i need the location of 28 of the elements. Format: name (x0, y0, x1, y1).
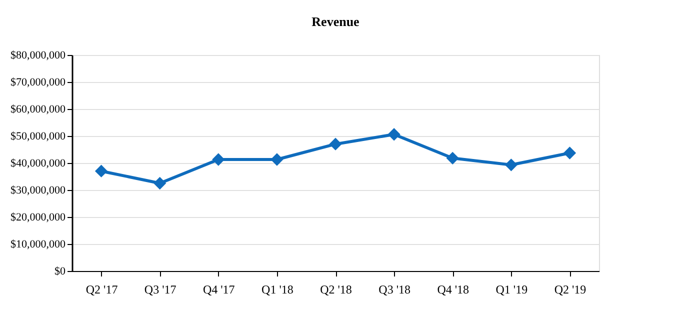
x-tick-label: Q4 '17 (202, 282, 235, 296)
point (504, 158, 518, 172)
x-tick-label: Q2 '19 (554, 282, 586, 296)
point (154, 176, 166, 190)
y-tick-label: $10,000,000 (10, 238, 66, 250)
x-tick-label: Q3 '18 (378, 282, 410, 296)
point (446, 152, 459, 164)
x-tick-label: Q1 '19 (496, 282, 528, 296)
point (388, 128, 400, 141)
y-tick-label: $60,000,000 (10, 104, 66, 116)
y-tick-label: $40,000,000 (10, 158, 66, 170)
x-tick-label: Q3 '17 (144, 282, 176, 296)
point (563, 146, 576, 160)
point (94, 164, 108, 178)
x-tick-label: Q1 '18 (262, 282, 294, 296)
point (212, 153, 225, 166)
y-tick-label: $0 (54, 266, 66, 278)
x-tick-label: Q2 '17 (86, 282, 118, 296)
y-tick-label: $80,000,000 (10, 50, 66, 62)
point (270, 153, 284, 166)
x-tick-label: Q2 '18 (320, 282, 352, 296)
point (329, 138, 342, 150)
y-tick-label: $50,000,000 (10, 130, 66, 142)
y-tick-label: $70,000,000 (10, 76, 66, 88)
chart-title: Revenue (312, 14, 360, 29)
y-tick-label: $30,000,000 (10, 184, 66, 196)
y-tick-label: $20,000,000 (10, 212, 66, 224)
x-tick-label: Q4 '18 (437, 282, 470, 296)
